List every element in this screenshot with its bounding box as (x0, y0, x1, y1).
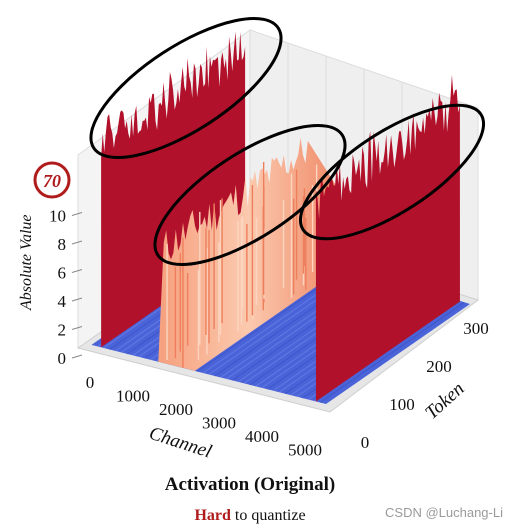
z-axis-label: Absolute Value (18, 214, 35, 311)
peak-marker-label: 70 (43, 171, 61, 191)
subtitle-rest: to quantize (230, 507, 306, 524)
x-tick-label: 1000 (116, 387, 150, 406)
x-tick-label: 2000 (159, 400, 193, 419)
x-tick-label: 3000 (202, 414, 236, 433)
chart-subtitle: Hard to quantize (0, 507, 500, 525)
y-tick-label: 200 (426, 357, 452, 376)
peak-marker-circle (33, 161, 71, 199)
highlight-ellipse-2 (153, 124, 347, 266)
x-tick-label: 0 (86, 373, 95, 392)
y-tick-label: 0 (361, 433, 370, 452)
highlight-ellipse-3 (298, 103, 486, 241)
z-tick-label: 4 (58, 292, 67, 311)
y-axis-label: Token (421, 378, 468, 424)
subtitle-emphasis: Hard (194, 507, 231, 524)
y-tick-label: 100 (389, 395, 415, 414)
x-tick-label: 4000 (245, 427, 279, 446)
z-axis: 0 2 4 6 8 10 (49, 207, 83, 368)
z-tick-label: 0 (58, 349, 67, 368)
activation-surface-chart: 0 2 4 6 8 10 0 1000 2000 3000 4000 5000 0 100 200 300… (18, 17, 489, 463)
outlier-wall-3 (315, 74, 460, 402)
z-tick-label: 8 (58, 235, 67, 254)
x-axis: 0 1000 2000 3000 4000 5000 (86, 373, 322, 460)
highlight-ellipse-1 (89, 17, 283, 159)
z-tick-label: 6 (58, 264, 67, 283)
chart-title: Activation (Original) (164, 474, 336, 495)
x-tick-label: 5000 (288, 441, 322, 460)
z-tick-label: 2 (58, 321, 67, 340)
z-tick-label: 10 (49, 207, 66, 226)
y-tick-label: 300 (463, 319, 489, 338)
watermark: CSDN @Luchang-Li (385, 505, 503, 520)
y-axis: 0 100 200 300 (361, 319, 489, 452)
